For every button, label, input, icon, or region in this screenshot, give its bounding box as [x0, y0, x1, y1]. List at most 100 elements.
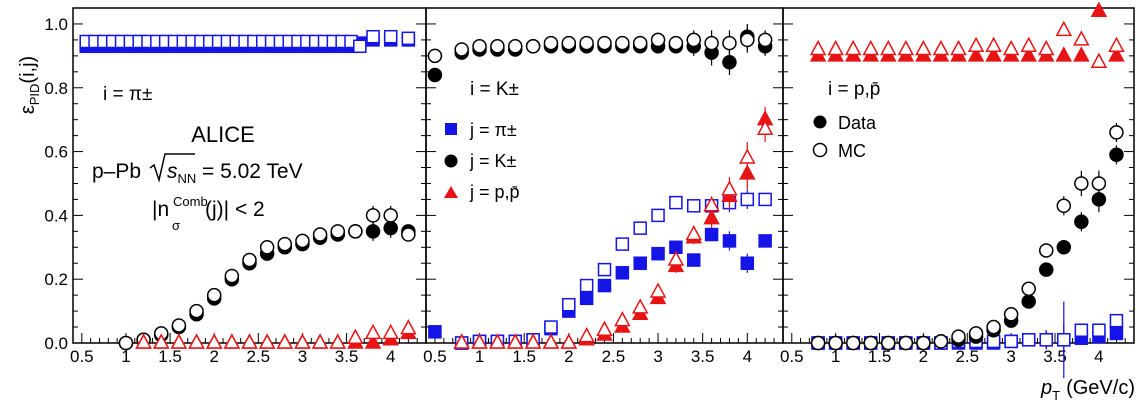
data-point-triangle-mc [223, 333, 241, 349]
data-point-triangle-mc [685, 224, 703, 241]
sqrt-sign [149, 153, 195, 183]
data-point-circle-mc [951, 329, 966, 344]
data-point-triangle-data [1108, 46, 1125, 62]
legend-label-data: Data [838, 113, 877, 133]
x-tick-label: 1.5 [512, 347, 536, 366]
x-tick-label: 0.5 [423, 347, 447, 366]
data-point-circle-mc [740, 32, 755, 48]
x-tick-label: 1 [831, 347, 840, 366]
data-point-triangle-mc [932, 39, 950, 56]
legend-marker-proton [444, 186, 458, 198]
data-point-circle-mc [490, 39, 505, 54]
data-point-square-mc [615, 237, 630, 251]
x-tick-label: 2.5 [955, 347, 979, 366]
data-point-square-data [615, 266, 630, 280]
data-point-square-data [704, 227, 719, 242]
legend-marker-data [813, 115, 827, 129]
legend-marker-pion [445, 123, 457, 135]
data-point-triangle-data [703, 208, 720, 225]
data-point-triangle-mc [205, 333, 223, 349]
data-point-circle-data [1039, 262, 1054, 277]
data-point-circle-mc [1109, 125, 1124, 140]
y-tick-label: 0.8 [44, 79, 68, 98]
data-point-square-data [428, 325, 442, 339]
data-point-circle-mc [1056, 198, 1072, 214]
x-tick-label: 4 [1094, 347, 1103, 366]
collision-system-label: p–Pb sNN = 5.02 TeV [92, 153, 303, 186]
data-point-triangle-data [967, 46, 985, 62]
x-tick-label: 3.5 [691, 347, 715, 366]
data-point-triangle-mc [703, 196, 720, 212]
data-point-square-mc [669, 195, 683, 210]
data-point-triangle-mc [1073, 30, 1090, 46]
data-point-triangle-mc [1020, 36, 1037, 53]
data-point-triangle-mc [170, 333, 188, 349]
data-point-square-mc [383, 29, 398, 44]
data-point-triangle-data [1090, 1, 1108, 17]
y-axis-label: εPID(i,j) [17, 56, 42, 114]
x-tick-label: 1.5 [158, 347, 182, 366]
data-point-circle-mc [472, 39, 487, 54]
legend-label-pion: j = π± [469, 120, 517, 140]
data-point-square-mc [1074, 323, 1089, 337]
y-tick-label: 0.0 [44, 334, 68, 353]
data-point-triangle-mc [578, 327, 595, 343]
data-point-triangle-data [1055, 46, 1073, 62]
y-axis-label-args: (i,j) [17, 56, 39, 84]
x-tick-label: 2 [919, 347, 928, 366]
data-point-circle-mc [863, 335, 878, 351]
axes-layer: 0.5 1 1.5 2 2.5 3 3.5 4 0.0 0.2 0.4 0.6 0.8 1.0 0.5 1 1.… [44, 7, 1134, 366]
data-point-circle-mc [810, 335, 826, 351]
data-point-triangle-mc [347, 328, 364, 344]
data-point-circle-mc [454, 42, 469, 57]
data-point-triangle-data [1020, 46, 1037, 62]
x-tick-label: 1 [475, 347, 484, 366]
data-point-circle-mc [348, 224, 363, 239]
legend-label-kaon: j = K± [469, 151, 517, 171]
data-point-circle-data [722, 54, 737, 70]
data-point-circle-mc [1074, 176, 1089, 191]
system-name: p–Pb [92, 160, 141, 183]
data-point-triangle-mc [809, 39, 827, 56]
legend-label-mc: MC [838, 141, 866, 161]
nsigma-cut-label: |n Comb σ (j)| < 2 [152, 194, 265, 233]
data-point-square-mc [579, 278, 594, 293]
legend-label-proton: j = p,p̄ [469, 182, 520, 202]
data-point-circle-mc [933, 334, 949, 349]
data-point-circle-data [1056, 240, 1072, 255]
data-point-triangle-mc [276, 333, 294, 349]
data-point-triangle-mc [188, 333, 205, 349]
energy-s: s [167, 160, 178, 183]
data-point-triangle-mc [152, 333, 170, 349]
marks-layer [79, 1, 1125, 379]
data-point-square-data [651, 246, 665, 261]
data-point-circle-mc [365, 208, 381, 223]
data-point-triangle-mc [294, 333, 311, 349]
data-point-triangle-mc [844, 39, 862, 56]
data-point-circle-mc [722, 35, 737, 51]
data-point-circle-mc [383, 208, 398, 223]
data-point-circle-mc [1091, 176, 1107, 191]
data-point-circle-data [427, 67, 443, 83]
data-point-circle-mc [312, 227, 328, 242]
y-tick-label: 0.2 [44, 270, 68, 289]
data-point-triangle-mc [311, 333, 329, 349]
data-point-square-data [579, 291, 594, 306]
data-point-triangle-mc [1037, 39, 1055, 56]
data-point-triangle-mc [862, 39, 880, 56]
data-point-circle-mc [206, 287, 222, 303]
data-point-circle-mc [295, 233, 310, 249]
data-point-circle-mc [401, 227, 416, 242]
y-axis-label-main: ε [17, 105, 39, 114]
data-point-triangle-mc [364, 323, 382, 340]
x-tick-label: 1.5 [868, 347, 892, 366]
data-point-circle-mc [561, 35, 577, 51]
data-point-triangle-data [985, 46, 1002, 62]
data-point-circle-mc [968, 326, 984, 341]
data-point-square-mc [1092, 323, 1106, 337]
data-point-triangle-mc [880, 39, 897, 56]
data-point-circle-mc [828, 335, 843, 351]
energy-value: = 5.02 TeV [202, 160, 303, 183]
panel-label-pion: i = π± [103, 84, 152, 105]
data-point-circle-mc [668, 35, 684, 51]
